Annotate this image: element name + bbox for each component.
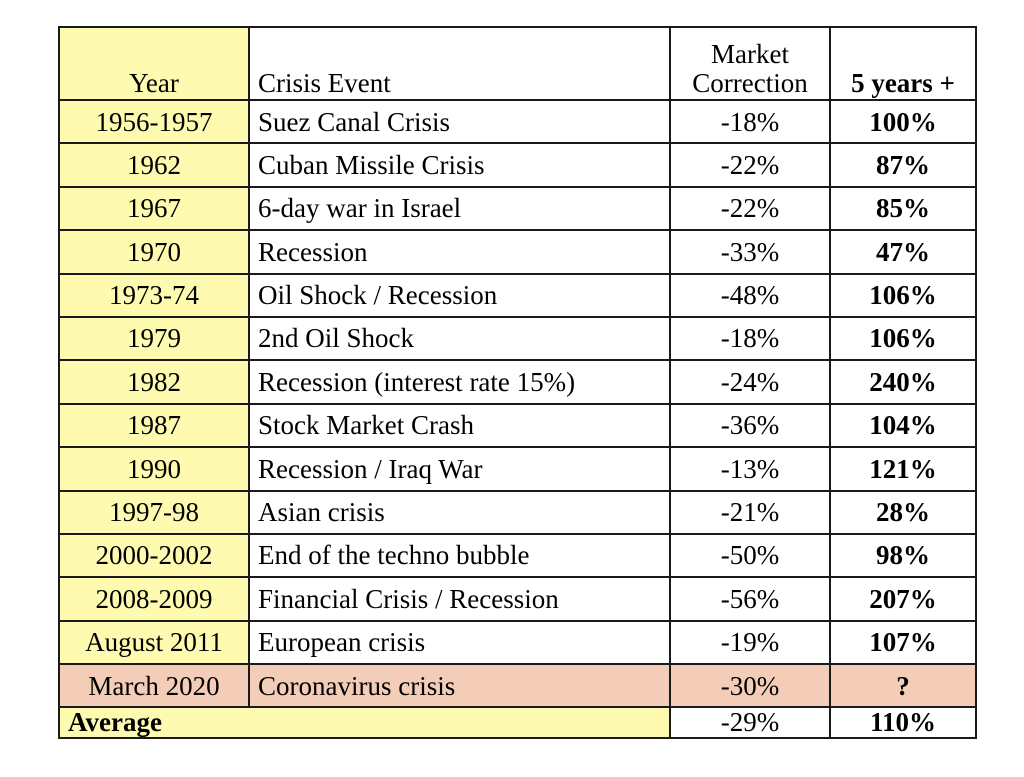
cell-5-years-plus: 85%: [829, 185, 977, 232]
cell-5-years-plus: 104%: [829, 402, 977, 449]
cell-year: 2008-2009: [58, 576, 250, 622]
cell-market-correction: -24%: [669, 359, 831, 405]
cell-market-correction: -30%: [669, 663, 831, 709]
cell-crisis-event: Recession: [248, 229, 671, 275]
table-row: 1973-74 Oil Shock / Recession -48% 106%: [58, 272, 977, 318]
table-row: 1962 Cuban Missile Crisis -22% 87%: [58, 142, 977, 188]
cell-crisis-event: 2nd Oil Shock: [248, 315, 671, 362]
table-header-row: Year Crisis Event Market Correction 5 ye…: [58, 26, 977, 101]
cell-market-correction: -18%: [669, 98, 831, 145]
cell-market-correction: -19%: [669, 619, 831, 666]
cell-5-years-plus: 106%: [829, 315, 977, 362]
cell-crisis-event: Cuban Missile Crisis: [248, 142, 671, 188]
cell-crisis-event: Oil Shock / Recession: [248, 272, 671, 318]
table-row: 1997-98 Asian crisis -21% 28%: [58, 489, 977, 535]
table-row: 1967 6-day war in Israel -22% 85%: [58, 185, 977, 232]
cell-crisis-event: Coronavirus crisis: [248, 663, 671, 709]
cell-crisis-event: 6-day war in Israel: [248, 185, 671, 232]
cell-crisis-event: Stock Market Crash: [248, 402, 671, 449]
header-correction-line1: Market: [711, 39, 789, 70]
cell-year: 1982: [58, 359, 250, 405]
cell-crisis-event: Recession / Iraq War: [248, 446, 671, 492]
cell-5-years-plus: 240%: [829, 359, 977, 405]
cell-5-years-plus: 121%: [829, 446, 977, 492]
cell-year: 1979: [58, 315, 250, 362]
cell-crisis-event: Suez Canal Crisis: [248, 98, 671, 145]
cell-5-years-plus: 100%: [829, 98, 977, 145]
cell-market-correction: -18%: [669, 315, 831, 362]
table-row: 2008-2009 Financial Crisis / Recession -56…: [58, 576, 977, 622]
cell-5-years-plus: 28%: [829, 489, 977, 535]
cell-market-correction: -13%: [669, 446, 831, 492]
cell-5-years-plus: 98%: [829, 532, 977, 579]
table-row: 1990 Recession / Iraq War -13% 121%: [58, 446, 977, 492]
table-row: 1987 Stock Market Crash -36% 104%: [58, 402, 977, 449]
table-row: 1956-1957 Suez Canal Crisis -18% 100%: [58, 98, 977, 145]
average-row: Average -29% 110%: [58, 706, 977, 739]
cell-year: 1956-1957: [58, 98, 250, 145]
cell-5-years-plus: 106%: [829, 272, 977, 318]
header-market-correction: Market Correction: [669, 26, 831, 101]
cell-crisis-event: Asian crisis: [248, 489, 671, 535]
cell-5-years-plus: 87%: [829, 142, 977, 188]
cell-crisis-event: End of the techno bubble: [248, 532, 671, 579]
table-row: August 2011 European crisis -19% 107%: [58, 619, 977, 666]
average-correction: -29%: [669, 706, 831, 739]
table-row: 1970 Recession -33% 47%: [58, 229, 977, 275]
cell-5-years-plus: 47%: [829, 229, 977, 275]
cell-year: 1973-74: [58, 272, 250, 318]
crisis-returns-table: Year Crisis Event Market Correction 5 ye…: [58, 26, 977, 739]
table-body: 1956-1957 Suez Canal Crisis -18% 100% 1962 Cu…: [58, 98, 977, 709]
cell-market-correction: -22%: [669, 185, 831, 232]
cell-crisis-event: Financial Crisis / Recession: [248, 576, 671, 622]
table-row: March 2020 Coronavirus crisis -30%?: [58, 663, 977, 709]
header-year: Year: [58, 26, 250, 101]
cell-market-correction: -33%: [669, 229, 831, 275]
cell-year: 1970: [58, 229, 250, 275]
cell-5-years-plus: ?: [829, 663, 977, 709]
cell-year: 1987: [58, 402, 250, 449]
table-row: 2000-2002 End of the techno bubble -50% 98%: [58, 532, 977, 579]
cell-market-correction: -22%: [669, 142, 831, 188]
header-correction-line2: Correction: [692, 67, 808, 98]
header-crisis-event: Crisis Event: [248, 26, 671, 101]
cell-market-correction: -56%: [669, 576, 831, 622]
cell-crisis-event: European crisis: [248, 619, 671, 666]
average-label: Average: [58, 706, 671, 739]
cell-year: 1967: [58, 185, 250, 232]
cell-crisis-event: Recession (interest rate 15%): [248, 359, 671, 405]
cell-year: 1990: [58, 446, 250, 492]
cell-year: 1997-98: [58, 489, 250, 535]
cell-year: August 2011: [58, 619, 250, 666]
cell-market-correction: -36%: [669, 402, 831, 449]
header-5-years-plus: 5 years +: [829, 26, 977, 101]
cell-market-correction: -48%: [669, 272, 831, 318]
cell-5-years-plus: 107%: [829, 619, 977, 666]
cell-year: 2000-2002: [58, 532, 250, 579]
cell-year: March 2020: [58, 663, 250, 709]
cell-market-correction: -21%: [669, 489, 831, 535]
table-row: 1982 Recession (interest rate 15%) -24% 240…: [58, 359, 977, 405]
cell-market-correction: -50%: [669, 532, 831, 579]
table-row: 1979 2nd Oil Shock -18% 106%: [58, 315, 977, 362]
average-5-years-plus: 110%: [829, 706, 977, 739]
cell-year: 1962: [58, 142, 250, 188]
cell-5-years-plus: 207%: [829, 576, 977, 622]
